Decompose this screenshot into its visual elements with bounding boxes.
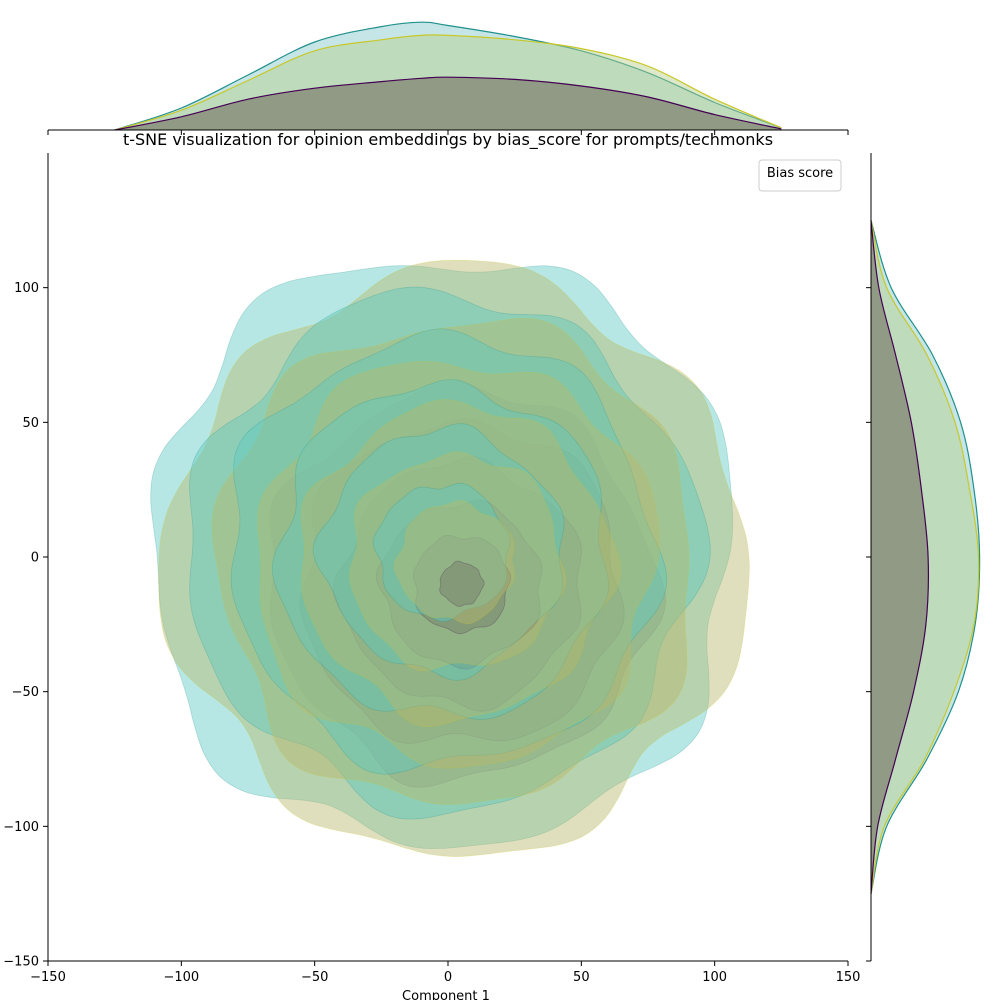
kde-contour-series-0-level-2 [412,534,512,635]
marginal-y-line-series-2 [870,220,980,894]
legend: Bias score [758,159,842,192]
marginal-x-line-series-2 [114,34,782,131]
kde-contour-series-1-level-4 [230,328,668,775]
marginal-y-line-series-0 [870,220,930,894]
y-tick-label: −150 [3,955,39,970]
kde-contour-series-1-level-5 [189,286,711,820]
y-tick-label: −50 [12,685,39,700]
kde-contour-series-0-level-5 [299,418,625,744]
marginal-x-line-series-0 [114,76,782,131]
kde-contour-series-1-level-6 [150,265,734,850]
marginal-x-line-series-1 [114,21,782,131]
kde-contour-series-2-level-6 [158,259,750,858]
axes: −150 −100 −50 0 50 100 150 −150 −100 −50 0 50 100 [3,129,872,985]
marginal-y-plot [870,220,981,894]
x-tick-label: 0 [444,970,452,985]
kde-contour-series-0-level-6 [269,381,666,788]
kde-contour-series-1-level-1 [372,482,511,623]
joint-plot-area [150,259,750,858]
kde-contour-series-2-level-2 [349,451,567,672]
kde-contour-series-0-level-4 [332,456,582,712]
y-tick-label: −100 [3,820,39,835]
legend-title: Bias score [767,166,833,181]
marginal-x-plot [114,21,782,131]
x-tick-label: 50 [573,970,590,985]
x-tick-label: −100 [163,970,199,985]
kde-contour-series-0-level-1 [439,560,485,607]
kde-contour-series-0-level-3 [375,499,543,670]
y-tick-label: 50 [22,416,39,431]
x-tick-label: −50 [301,970,328,985]
kde-contour-series-2-level-4 [257,360,661,769]
kde-contour-series-1-level-2 [312,423,565,681]
kde-contour-series-2-level-1 [393,500,515,625]
chart-title: t-SNE visualization for opinion embeddin… [123,130,773,150]
x-tick-label: 100 [702,970,727,985]
y-tick-label: 0 [31,551,39,566]
y-tick-label: 100 [14,281,39,296]
legend-box [758,159,842,192]
kde-contour-series-1-level-3 [271,379,609,720]
kde-contour-series-2-level-5 [211,317,690,805]
marginal-x-area-series-0 [114,77,782,130]
x-axis-label: Component 1 [402,989,490,1000]
x-tick-label: −150 [30,970,66,985]
marginal-y-area-series-0 [871,220,929,894]
x-tick-label: 150 [836,970,861,985]
kde-contour-series-2-level-3 [300,399,622,728]
marginal-y-line-series-1 [870,220,981,894]
